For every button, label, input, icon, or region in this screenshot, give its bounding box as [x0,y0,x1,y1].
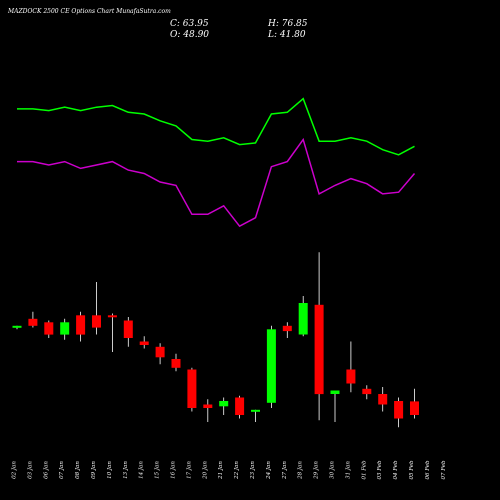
x-tick-label: 07 Jan [59,461,65,479]
x-tick-label: 27 Jan [282,461,288,480]
x-tick-label: 05 Feb [409,460,415,480]
high-readout: H: 76.85 [267,19,308,29]
x-tick-label: 14 Jan [139,461,145,479]
candle-body [60,322,70,335]
x-tick-label: 30 Jan [330,461,336,479]
chart-title: MAZDOCK 2500 CE Options Chart MunafaSutr… [7,8,171,15]
candle-body [171,359,181,368]
x-tick-label: 13 Jan [123,461,129,479]
candle-body [314,304,324,395]
x-tick-label: 23 Jan [250,461,256,480]
x-tick-label: 10 Jan [107,461,113,479]
candle-body [28,318,38,326]
x-tick-label: 04 Feb [393,460,399,480]
candle-body [187,369,197,408]
candle-body [155,346,165,358]
x-tick-label: 22 Jan [234,461,240,480]
x-tick-label: 24 Jan [266,461,272,480]
x-tick-label: 08 Jan [75,461,81,479]
x-tick-label: 21 Jan [218,461,224,480]
x-tick-label: 06 Jan [43,461,49,479]
candle-body [330,390,340,394]
candle-body [378,394,388,405]
candle-body [76,315,86,335]
candle-body [44,322,54,335]
x-axis-tick-labels: 02 Jan 03 Jan 06 Jan 07 Jan 08 Jan 09 Jan 10 J… [12,460,447,480]
x-tick-label: 16 Jan [171,461,177,479]
candle-body [298,303,308,335]
candle-body [123,320,133,338]
candle-body [235,397,245,415]
x-tick-label: 01 Feb [361,460,367,480]
candle-body [203,404,213,408]
x-tick-label: 07 Feb [441,460,447,480]
x-tick-label: 31 Jan [345,461,351,479]
candle-body [139,341,149,345]
candle-body [394,401,404,419]
x-tick-label: 02 Jan [12,461,18,479]
close-readout: C: 63.95 [170,19,209,29]
upper-band-line [17,97,415,156]
x-tick-label: 17 Jan [186,461,192,479]
x-tick-label: 06 Feb [425,460,431,480]
candle-body [266,329,276,403]
x-tick-label: 09 Jan [91,461,97,479]
candle-body [12,325,22,328]
candle-body [251,409,260,412]
candle-body [107,315,117,318]
low-readout: L: 41.80 [267,30,306,40]
x-tick-label: 03 Feb [377,460,383,480]
candle-body [362,388,372,395]
candle-body [92,315,101,328]
x-tick-label: 20 Jan [202,461,208,480]
open-readout: O: 48.90 [170,30,209,40]
candles-group [12,252,419,428]
candle-body [219,401,229,407]
candle-body [346,369,356,384]
candle-body [282,325,292,332]
candle-body [410,401,419,415]
x-tick-label: 29 Jan [314,461,320,480]
x-tick-label: 15 Jan [155,461,161,479]
x-tick-label: 28 Jan [298,461,304,480]
x-tick-label: 03 Jan [27,461,33,479]
lower-band-line [17,137,416,228]
